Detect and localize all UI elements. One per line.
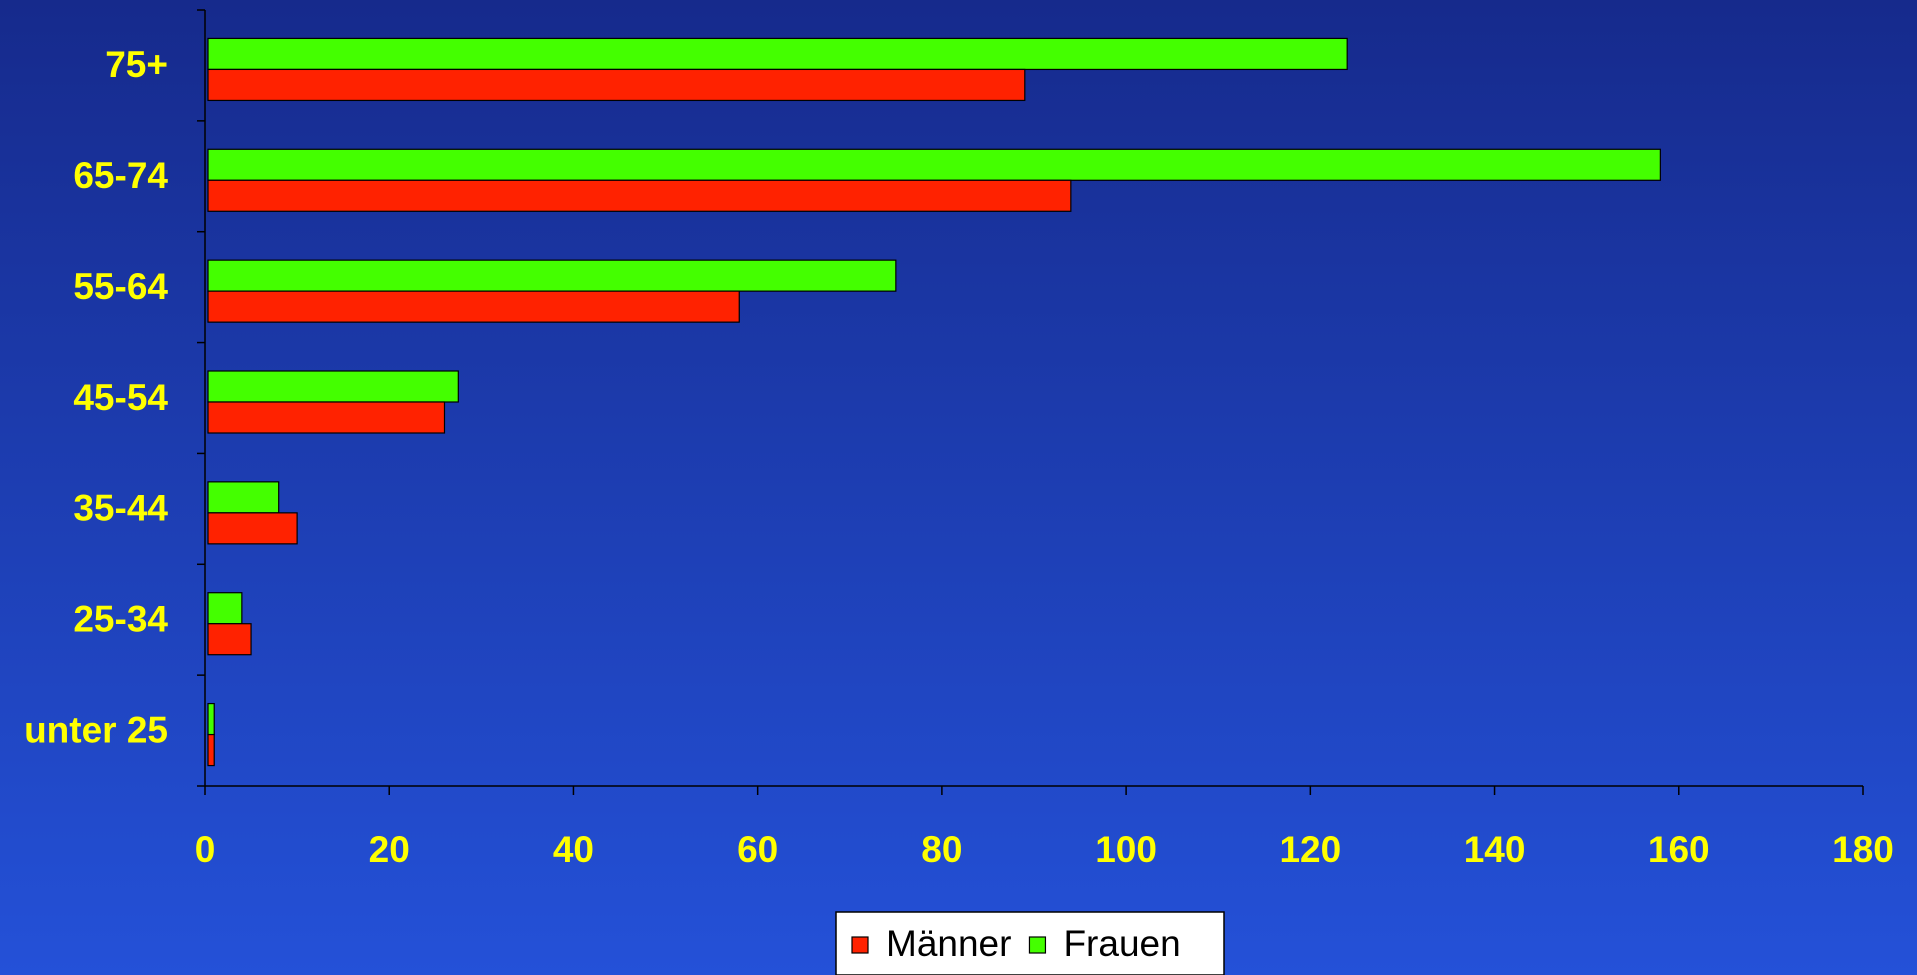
- bar: [207, 259, 897, 292]
- bar: [207, 592, 243, 625]
- x-tick-label: 60: [737, 829, 778, 870]
- legend-swatch: [851, 936, 869, 954]
- bar: [207, 623, 252, 656]
- bar: [207, 401, 446, 434]
- bar: [207, 733, 215, 767]
- x-tick-label: 180: [1832, 829, 1894, 870]
- bar: [207, 370, 459, 403]
- bar: [207, 37, 1348, 71]
- x-tick-label: 100: [1095, 829, 1157, 870]
- x-tick-label: 140: [1464, 829, 1526, 870]
- bar: [207, 179, 1072, 212]
- x-tick-label: 0: [195, 829, 216, 870]
- y-tick-label: unter 25: [24, 709, 168, 750]
- bar: [207, 148, 1661, 181]
- bar: [207, 68, 1026, 102]
- bar: [207, 512, 298, 545]
- bar: [207, 702, 215, 736]
- bar: [207, 481, 280, 514]
- y-tick-label: 25-34: [73, 598, 168, 639]
- legend-label: Männer: [886, 923, 1011, 964]
- y-tick-label: 45-54: [73, 377, 168, 418]
- x-tick-label: 80: [921, 829, 962, 870]
- legend-swatch: [1028, 936, 1047, 954]
- y-tick-label: 75+: [105, 44, 168, 85]
- x-tick-label: 40: [553, 829, 594, 870]
- x-tick-label: 160: [1648, 829, 1710, 870]
- y-tick-label: 35-44: [73, 488, 168, 529]
- y-tick-label: 55-64: [73, 266, 168, 307]
- x-tick-label: 20: [369, 829, 410, 870]
- bar: [207, 290, 740, 323]
- legend-label: Frauen: [1063, 923, 1180, 964]
- x-tick-label: 120: [1279, 829, 1341, 870]
- y-tick-label: 65-74: [73, 155, 168, 196]
